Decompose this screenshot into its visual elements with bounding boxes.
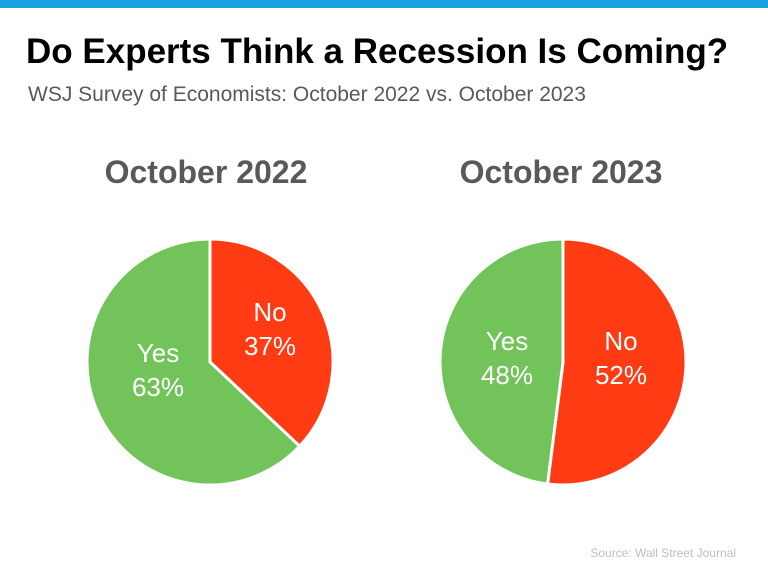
pie-title-october-2022: October 2022 [104,154,308,190]
slice-label-no-october-2022: No [253,297,286,327]
slice-value-no-october-2023: 52% [595,360,647,390]
pie-slice-yes-october-2023 [438,237,565,486]
pie-slice-no-october-2022 [208,237,335,448]
pie-slice-no-october-2023 [546,237,688,487]
slice-label-yes-october-2023: Yes [486,326,528,356]
slice-label-no-october-2023: No [604,326,637,356]
slice-value-yes-october-2022: 63% [132,372,184,402]
slice-value-no-october-2022: 37% [244,331,296,361]
slice-label-yes-october-2022: Yes [137,338,179,368]
top-accent-bar [0,0,768,8]
pie-title-october-2023: October 2023 [459,154,663,190]
pie-slice-yes-october-2022 [85,237,302,487]
page-subtitle: WSJ Survey of Economists: October 2022 v… [28,83,586,106]
slice-value-yes-october-2023: 48% [481,360,533,390]
source-note: Source: Wall Street Journal [590,546,736,560]
page-title: Do Experts Think a Recession Is Coming? [26,32,729,71]
